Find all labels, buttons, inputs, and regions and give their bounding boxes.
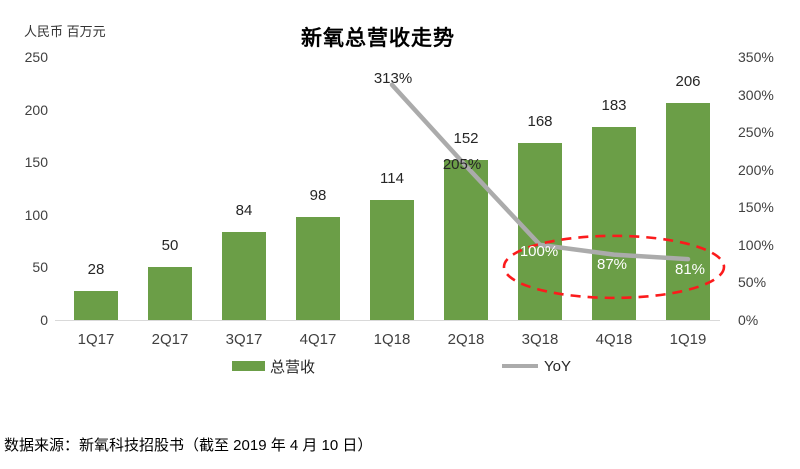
- bar-value-label: 84: [235, 201, 253, 219]
- y-axis-right-tick: 0%: [738, 312, 759, 328]
- x-axis-tick: 4Q17: [299, 331, 337, 348]
- revenue-bar: [74, 290, 118, 320]
- yoy-point-label: 81%: [674, 261, 706, 279]
- x-axis-tick: 1Q18: [373, 331, 411, 348]
- x-axis-tick: 2Q17: [151, 331, 189, 348]
- y-axis-right-tick: 150%: [738, 199, 774, 216]
- bar-value-label: 50: [161, 237, 179, 255]
- y-axis-right-tick: 350%: [738, 49, 774, 65]
- y-axis-left-tick: 250: [24, 49, 48, 65]
- revenue-bar: [592, 127, 636, 320]
- bar-value-label: 183: [601, 97, 627, 115]
- y-axis-left-tick: 150: [24, 154, 48, 171]
- x-axis-tick: 2Q18: [447, 331, 485, 348]
- yoy-line-swatch-icon: [502, 364, 538, 368]
- legend-item-yoy: YoY: [502, 356, 571, 376]
- revenue-bar: [148, 267, 192, 320]
- yoy-point-label: 205%: [442, 155, 482, 173]
- yoy-point-label: 313%: [373, 69, 413, 87]
- y-axis-left-tick: 0: [40, 312, 48, 328]
- legend-yoy-label: YoY: [544, 357, 571, 375]
- revenue-bar: [666, 103, 710, 320]
- legend-item-revenue: 总营收: [232, 356, 315, 376]
- revenue-bar: [222, 231, 266, 320]
- source-note: 数据来源：新氧科技招股书（截至 2019 年 4 月 10 日）: [4, 437, 373, 454]
- bar-value-label: 168: [527, 113, 553, 131]
- revenue-bar: [444, 160, 488, 320]
- revenue-bar: [296, 216, 340, 320]
- y-axis-right-tick: 250%: [738, 124, 774, 141]
- y-axis-right-tick: 50%: [738, 274, 767, 291]
- y-axis-left-tick: 200: [24, 101, 48, 118]
- y-axis-unit-label: 人民币 百万元: [24, 24, 106, 39]
- y-axis-right-tick: 300%: [738, 86, 774, 103]
- chart-title: 新氧总营收走势: [301, 27, 455, 50]
- y-axis-right-tick: 200%: [738, 161, 774, 178]
- revenue-bar-swatch-icon: [232, 361, 265, 371]
- y-axis-left-tick: 100: [24, 206, 48, 223]
- yoy-point-label: 100%: [519, 242, 559, 260]
- yoy-point-label: 87%: [596, 255, 628, 273]
- bar-value-label: 114: [380, 170, 404, 188]
- x-axis-tick: 1Q19: [669, 331, 707, 348]
- x-axis-line: [55, 320, 720, 321]
- bar-value-label: 28: [87, 260, 105, 278]
- bar-value-label: 152: [453, 130, 479, 148]
- legend-revenue-label: 总营收: [270, 358, 316, 376]
- x-axis-tick: 4Q18: [595, 331, 633, 348]
- y-axis-left-tick: 50: [32, 259, 48, 276]
- revenue-bar: [370, 200, 414, 320]
- y-axis-right-tick: 100%: [738, 236, 774, 253]
- x-axis-tick: 3Q18: [521, 331, 559, 348]
- revenue-bar: [518, 143, 562, 320]
- bar-value-label: 98: [309, 186, 327, 204]
- bar-value-label: 206: [675, 73, 701, 91]
- x-axis-tick: 3Q17: [225, 331, 263, 348]
- x-axis-tick: 1Q17: [77, 331, 115, 348]
